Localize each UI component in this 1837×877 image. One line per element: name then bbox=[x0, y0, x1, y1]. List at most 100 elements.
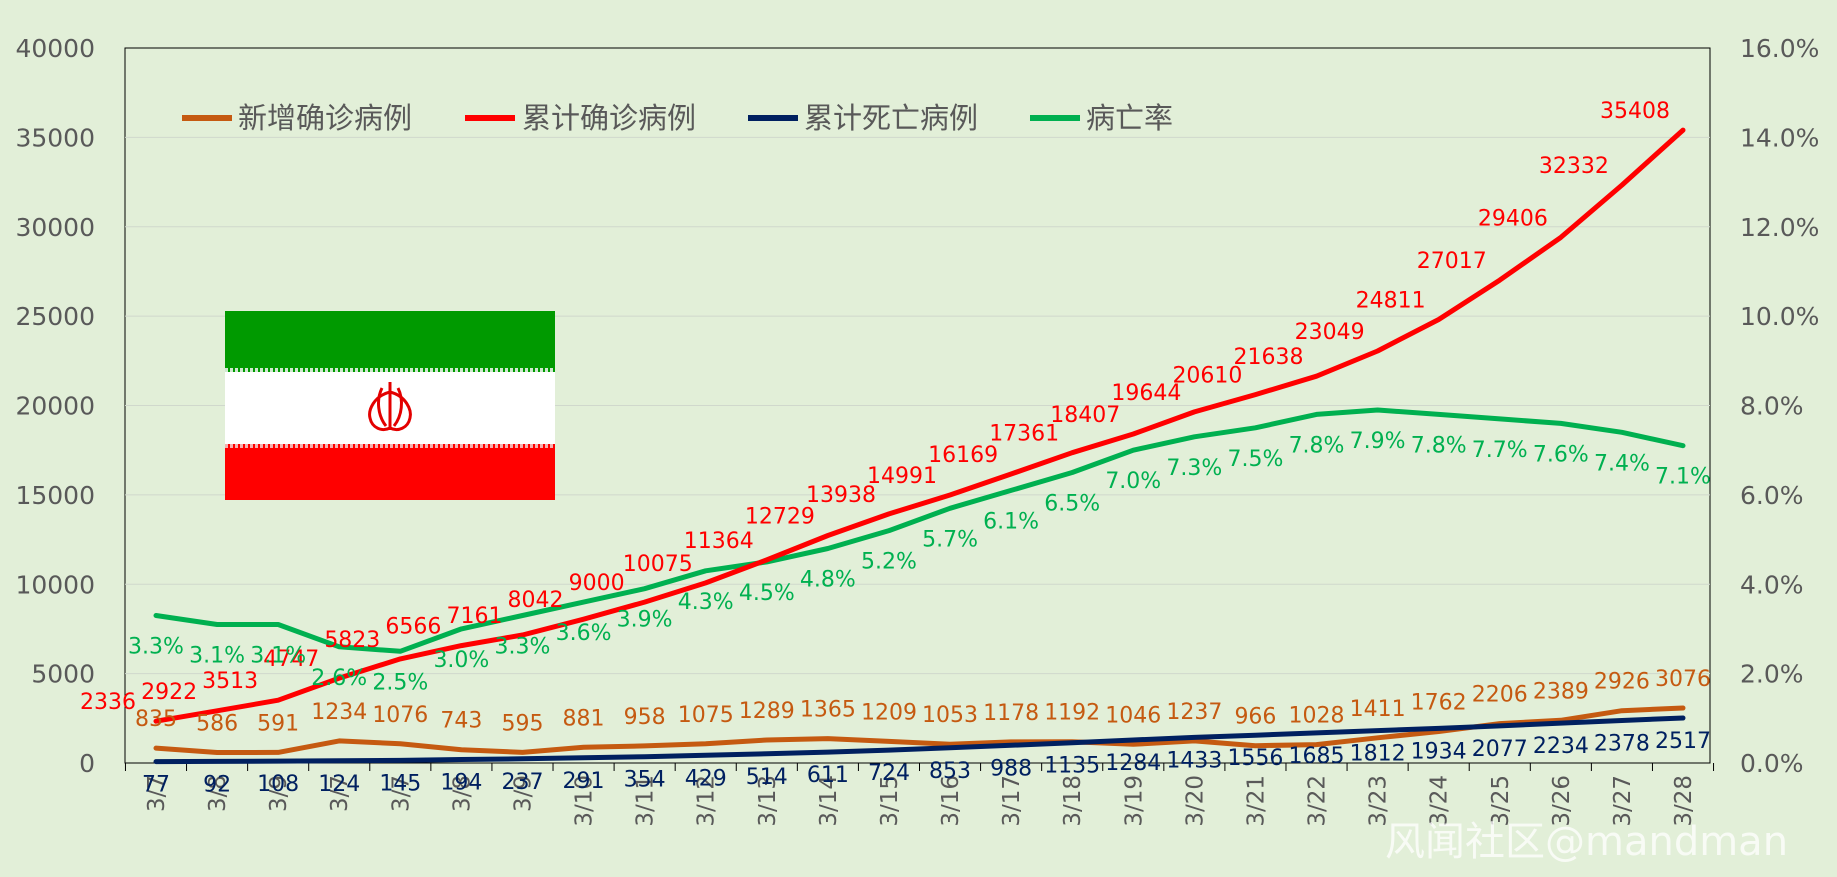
cumulative-cases-label: 3513 bbox=[202, 669, 258, 694]
legend-item-new: 新增确诊病例 bbox=[182, 101, 412, 135]
cumulative-deaths-label: 2378 bbox=[1594, 731, 1650, 756]
new-cases-label: 1365 bbox=[800, 698, 856, 723]
new-cases-label: 3076 bbox=[1655, 667, 1711, 692]
cumulative-cases-label: 20610 bbox=[1172, 364, 1242, 389]
x-tick-label: 3/23 bbox=[1366, 775, 1392, 827]
cumulative-deaths-label: 611 bbox=[807, 763, 849, 788]
cumulative-cases-label: 32332 bbox=[1539, 154, 1609, 179]
y-left-tick-label: 40000 bbox=[15, 34, 95, 63]
cumulative-deaths-label: 77 bbox=[142, 773, 170, 798]
new-cases-label: 586 bbox=[196, 712, 238, 737]
cumulative-deaths-label: 2234 bbox=[1533, 734, 1589, 759]
fatality-rate-label: 3.1% bbox=[250, 643, 306, 668]
new-cases-label: 2926 bbox=[1594, 670, 1650, 695]
new-cases-label: 591 bbox=[257, 711, 299, 736]
y-left-tick-label: 30000 bbox=[15, 213, 95, 242]
cumulative-cases-label: 7161 bbox=[446, 604, 502, 629]
x-tick-label: 3/20 bbox=[1182, 775, 1208, 827]
fatality-rate-label: 7.0% bbox=[1105, 469, 1161, 494]
cumulative-cases-label: 2922 bbox=[141, 680, 197, 705]
cumulative-deaths-label: 2077 bbox=[1472, 737, 1528, 762]
fatality-rate-label: 7.6% bbox=[1533, 442, 1589, 467]
x-tick-label: 3/9 bbox=[266, 775, 292, 812]
fatality-rate-label: 7.1% bbox=[1655, 465, 1711, 490]
x-tick-label: 3/17 bbox=[999, 775, 1025, 827]
x-tick-label: 3/7 bbox=[144, 775, 170, 812]
cumulative-cases-label: 4747 bbox=[263, 647, 319, 672]
x-tick-label: 3/14 bbox=[816, 775, 842, 827]
new-cases-label: 1076 bbox=[372, 703, 428, 728]
y-left-tick-label: 35000 bbox=[15, 123, 95, 152]
y-left-tick-label: 0 bbox=[79, 749, 95, 778]
y-right-tick-label: 0.0% bbox=[1740, 749, 1804, 778]
y-right-tick-label: 4.0% bbox=[1740, 570, 1804, 599]
fatality-rate-label: 6.1% bbox=[983, 509, 1039, 534]
legend-label-deaths: 累计死亡病例 bbox=[804, 101, 978, 135]
fatality-rate-label: 3.3% bbox=[495, 635, 551, 660]
cumulative-deaths-label: 1556 bbox=[1227, 746, 1283, 771]
new-cases-label: 881 bbox=[563, 706, 605, 731]
y-left-tick-label: 15000 bbox=[15, 481, 95, 510]
cumulative-deaths-label: 291 bbox=[563, 769, 605, 794]
new-cases-label: 1053 bbox=[922, 703, 978, 728]
flag-red-band bbox=[225, 444, 555, 500]
new-cases-label: 1192 bbox=[1044, 701, 1100, 726]
cumulative-deaths-label: 1685 bbox=[1289, 744, 1345, 769]
cumulative-deaths-line bbox=[153, 715, 1686, 765]
x-tick-label: 3/11 bbox=[633, 775, 659, 827]
legend-label-new: 新增确诊病例 bbox=[238, 101, 412, 135]
series-layer bbox=[153, 127, 1686, 765]
x-tick-label: 3/27 bbox=[1610, 775, 1636, 827]
flag-emblem-icon bbox=[368, 382, 412, 432]
y-right-tick-label: 6.0% bbox=[1740, 481, 1804, 510]
x-tick-label: 3/10 bbox=[572, 775, 598, 827]
cumulative-cases-label: 12729 bbox=[745, 504, 815, 529]
cumulative-deaths-label: 1135 bbox=[1044, 754, 1100, 779]
cumulative-cases-label: 5823 bbox=[324, 628, 380, 653]
fatality-rate-label: 2.5% bbox=[372, 670, 428, 695]
new-cases-label: 1046 bbox=[1105, 703, 1161, 728]
y-right-tick-label: 14.0% bbox=[1740, 123, 1819, 152]
cumulative-deaths-label: 724 bbox=[868, 761, 910, 786]
fatality-rate-label: 3.6% bbox=[556, 621, 612, 646]
fatality-rate-label: 7.5% bbox=[1227, 447, 1283, 472]
cumulative-cases-label: 13938 bbox=[806, 483, 876, 508]
cumulative-cases-label: 19644 bbox=[1111, 381, 1181, 406]
x-tick-label: 3/9 bbox=[510, 775, 536, 812]
cumulative-cases-label: 21638 bbox=[1234, 345, 1304, 370]
new-cases-label: 1209 bbox=[861, 700, 917, 725]
y-right-tick-label: 12.0% bbox=[1740, 213, 1819, 242]
new-cases-label: 1234 bbox=[311, 700, 367, 725]
new-cases-label: 743 bbox=[440, 709, 482, 734]
y-left-tick-label: 25000 bbox=[15, 302, 95, 331]
x-tick-label: 3/28 bbox=[1671, 775, 1697, 827]
fatality-rate-label: 7.8% bbox=[1289, 433, 1345, 458]
fatality-rate-label: 2.6% bbox=[311, 666, 367, 691]
cumulative-cases-label: 29406 bbox=[1478, 206, 1548, 231]
x-tick-label: 3/18 bbox=[1060, 775, 1086, 827]
x-tick-label: 3/26 bbox=[1549, 775, 1575, 827]
cumulative-deaths-label: 354 bbox=[624, 768, 666, 793]
x-tick-label: 3/13 bbox=[755, 775, 781, 827]
cumulative-deaths-label: 108 bbox=[257, 772, 299, 797]
cumulative-deaths-label: 124 bbox=[318, 772, 360, 797]
fatality-rate-label: 5.7% bbox=[922, 527, 978, 552]
new-cases-label: 958 bbox=[624, 705, 666, 730]
cumulative-cases-label: 18407 bbox=[1050, 403, 1120, 428]
x-tick-label: 3/8 bbox=[449, 775, 475, 812]
new-cases-label: 1075 bbox=[678, 703, 734, 728]
cumulative-deaths-label: 429 bbox=[685, 766, 727, 791]
watermark: 风闻社区@mandman bbox=[1385, 819, 1788, 865]
fatality-rate-label: 3.9% bbox=[617, 608, 673, 633]
new-cases-label: 2389 bbox=[1533, 679, 1589, 704]
y-right-tick-label: 2.0% bbox=[1740, 660, 1804, 689]
x-tick-label: 3/25 bbox=[1488, 775, 1514, 827]
y-left-tick-label: 10000 bbox=[15, 570, 95, 599]
flag-green-band bbox=[225, 311, 555, 372]
x-tick-label: 3/21 bbox=[1243, 775, 1269, 827]
cumulative-cases-line bbox=[153, 127, 1686, 724]
x-tick-label: 3/16 bbox=[938, 775, 964, 827]
x-tick-label: 3/22 bbox=[1305, 775, 1331, 827]
cumulative-cases-label: 17361 bbox=[989, 422, 1059, 447]
